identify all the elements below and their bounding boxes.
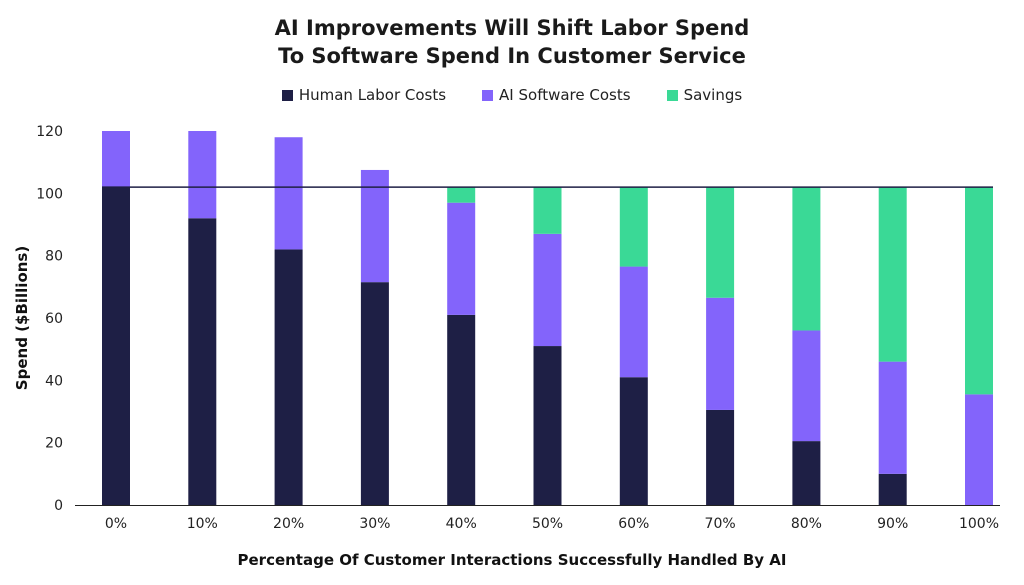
x-tick-label: 40% [446,516,477,532]
x-tick-label: 20% [273,516,304,532]
x-tick-label: 50% [532,516,563,532]
bar-savings-40pct [447,187,476,203]
bar-human-labor-costs-60pct [619,377,648,505]
bar-human-labor-costs-80pct [792,441,821,505]
y-tick-label: 60 [45,311,63,327]
x-tick-label: 100% [959,516,999,532]
x-tick-label: 10% [187,516,218,532]
legend-label-savings: Savings [683,86,743,104]
x-tick-label: 70% [705,516,736,532]
x-tick-label: 90% [877,516,908,532]
x-tick-label: 80% [791,516,822,532]
legend-label-human-labor: Human Labor Costs [298,86,447,104]
legend-label-ai-software: AI Software Costs [499,86,631,104]
legend-swatch-human-labor [281,89,293,101]
x-tick-label: 30% [359,516,390,532]
y-tick-label: 20 [45,436,63,452]
bar-savings-100pct [965,187,993,395]
legend-item-savings: Savings [666,86,743,104]
y-tick-label: 0 [54,498,63,514]
legend-item-human-labor: Human Labor Costs [281,86,447,104]
x-tick-labels: 0% 10% 20% 30% 40% 50% 60% 70% 80% 90% 100% [105,516,999,532]
bar-ai-software-costs-0pct [102,131,130,188]
bar-ai-software-costs-20pct [274,137,303,250]
legend: Human Labor Costs AI Software Costs Savi… [0,86,1024,104]
bar-human-labor-costs-20pct [274,249,303,505]
bar-savings-60pct [619,187,648,267]
bar-human-labor-costs-90pct [878,473,907,505]
chart-title-line-2: To Software Spend In Customer Service [278,44,746,68]
legend-swatch-ai-software [482,89,494,101]
bar-ai-software-costs-50pct [533,233,562,347]
y-tick-label: 100 [36,186,63,202]
bar-ai-software-costs-80pct [792,330,821,442]
chart-title-line-1: AI Improvements Will Shift Labor Spend [274,16,750,40]
x-axis-title: Percentage Of Customer Interactions Succ… [238,551,787,569]
bar-savings-90pct [878,187,907,362]
chart-title: AI Improvements Will Shift Labor Spend T… [0,14,1024,70]
y-tick-labels: 0 20 40 60 80 100 120 [36,124,63,514]
bar-human-labor-costs-50pct [533,346,562,505]
bar-savings-70pct [706,187,735,298]
bar-savings-50pct [533,187,562,234]
y-tick-label: 80 [45,249,63,265]
bar-ai-software-costs-30pct [360,169,389,283]
y-tick-label: 120 [36,124,63,140]
bar-ai-software-costs-90pct [878,361,907,474]
bar-ai-software-costs-100pct [965,394,993,505]
y-tick-label: 40 [45,373,63,389]
y-axis-title: Spend ($Billions) [13,246,31,390]
bar-human-labor-costs-0pct [102,187,130,505]
legend-swatch-savings [666,89,678,101]
bar-human-labor-costs-40pct [447,314,476,505]
x-tick-label: 60% [618,516,649,532]
bar-ai-software-costs-60pct [619,266,648,378]
bar-human-labor-costs-70pct [706,409,735,505]
bar-ai-software-costs-70pct [706,297,735,410]
bar-ai-software-costs-10pct [188,131,217,219]
legend-item-ai-software: AI Software Costs [482,86,631,104]
bar-savings-80pct [792,187,821,331]
bar-human-labor-costs-10pct [188,218,217,505]
bars-group [102,131,993,505]
x-tick-label: 0% [105,516,127,532]
bar-ai-software-costs-40pct [447,202,476,315]
bar-human-labor-costs-30pct [360,282,389,505]
